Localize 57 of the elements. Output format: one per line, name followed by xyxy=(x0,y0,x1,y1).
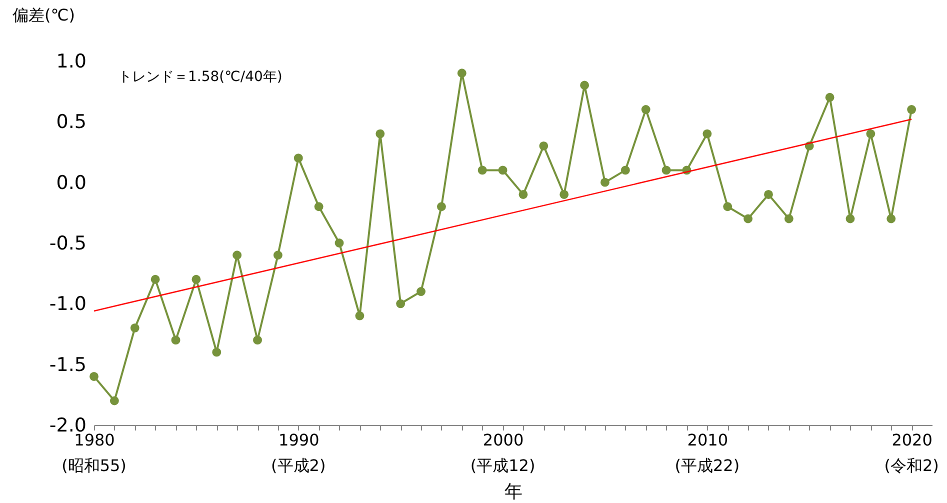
point xyxy=(253,336,262,345)
point xyxy=(355,311,364,320)
point xyxy=(498,166,508,175)
point xyxy=(662,166,671,175)
text: (平成12) xyxy=(470,456,536,475)
point xyxy=(825,92,834,102)
point xyxy=(866,129,876,138)
text: (平成22) xyxy=(674,456,740,475)
point xyxy=(273,250,282,260)
x-tick-label: 2000 xyxy=(482,430,524,450)
point xyxy=(539,141,548,150)
point xyxy=(416,287,426,296)
point xyxy=(744,214,753,224)
point xyxy=(580,80,590,90)
point xyxy=(436,202,446,212)
text: (昭和55) xyxy=(62,456,126,475)
point xyxy=(232,250,242,260)
point xyxy=(314,202,324,212)
point xyxy=(150,274,160,284)
annotation: トレンド＝1.58(℃/40年) xyxy=(118,69,282,85)
point xyxy=(376,129,385,138)
point xyxy=(723,202,732,212)
point xyxy=(334,238,344,248)
point xyxy=(396,299,406,308)
x-tick-label: 2020 xyxy=(892,430,932,450)
y-axis-title: 偏差(℃) xyxy=(12,6,75,24)
y-tick-label: 0.0 xyxy=(56,172,86,194)
y-tick-label: 0.5 xyxy=(56,111,86,134)
point xyxy=(702,129,712,138)
x-tick-label: 1990 xyxy=(278,430,320,450)
y-tick-label: -1.5 xyxy=(49,354,86,376)
x-tick-label: 2010 xyxy=(687,430,728,450)
point xyxy=(518,190,528,199)
point xyxy=(478,166,487,175)
point xyxy=(641,105,650,114)
point xyxy=(600,178,610,187)
point xyxy=(294,154,303,163)
point xyxy=(212,348,222,357)
text: (平成2) xyxy=(271,456,326,475)
point xyxy=(457,68,466,78)
x-axis-title: 年 xyxy=(504,482,522,502)
point xyxy=(846,214,855,224)
point xyxy=(784,214,794,224)
point xyxy=(130,323,140,332)
y-tick-label: -1.0 xyxy=(49,293,86,316)
point xyxy=(886,214,896,224)
point xyxy=(907,105,916,114)
point xyxy=(560,190,569,199)
point xyxy=(90,372,98,381)
y-tick-label: -0.5 xyxy=(49,232,86,254)
point xyxy=(764,190,773,199)
point xyxy=(171,336,180,345)
point xyxy=(620,166,630,175)
point xyxy=(192,274,201,284)
text: (令和2) xyxy=(884,456,939,475)
y-tick-label: 1.0 xyxy=(56,50,86,72)
point xyxy=(110,396,119,406)
